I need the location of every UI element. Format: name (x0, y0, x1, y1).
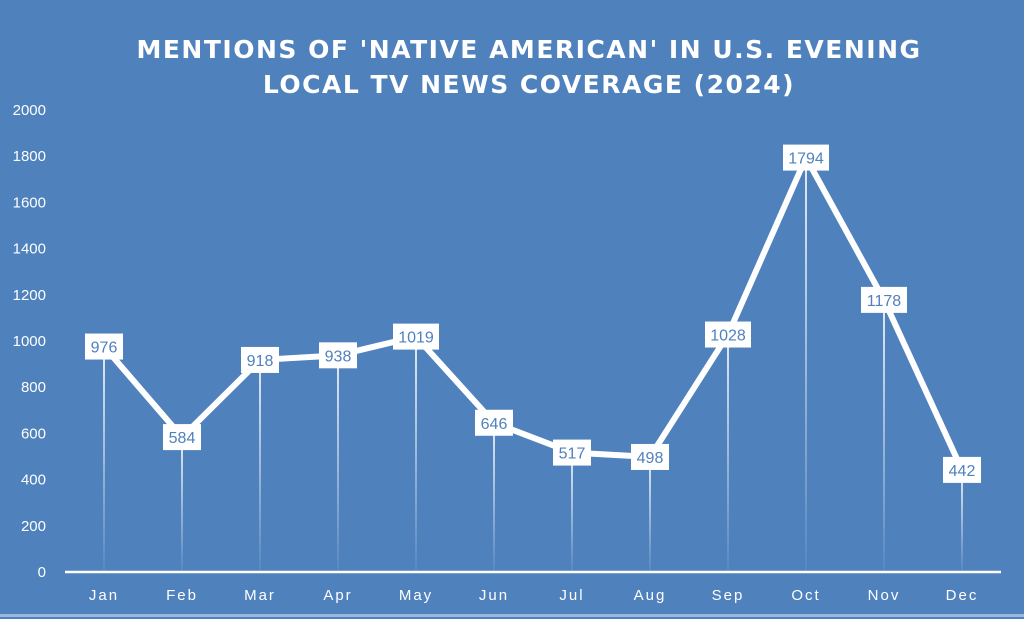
data-label: 498 (637, 450, 664, 467)
data-label: 918 (247, 353, 274, 370)
x-tick-label: Mar (244, 587, 276, 604)
y-tick-label: 2000 (13, 102, 46, 119)
y-tick-label: 800 (21, 379, 46, 396)
drop-line (649, 456, 651, 572)
data-label: 1178 (867, 293, 902, 310)
x-tick-label: Sep (712, 587, 745, 604)
drop-line (259, 359, 261, 572)
data-label: 1019 (398, 330, 434, 347)
series-line (101, 154, 965, 472)
data-label: 517 (559, 446, 586, 463)
chart-title-line: MENTIONS OF 'NATIVE AMERICAN' IN U.S. EV… (136, 35, 922, 64)
data-label-box (163, 424, 201, 451)
y-tick-label: 400 (21, 472, 46, 489)
y-tick-label: 1200 (13, 287, 46, 304)
drop-line (493, 422, 495, 572)
chart-title: MENTIONS OF 'NATIVE AMERICAN' IN U.S. EV… (0, 32, 1024, 102)
y-tick-label: 0 (38, 564, 46, 581)
drop-line (181, 437, 183, 572)
x-tick-label: Aug (634, 587, 667, 604)
data-label: 442 (949, 463, 976, 480)
drop-line (961, 469, 963, 572)
data-label-box (861, 286, 907, 313)
data-label: 646 (481, 416, 508, 433)
y-tick-label: 1600 (13, 194, 46, 211)
data-label: 976 (91, 340, 118, 357)
x-tick-label: May (399, 587, 433, 604)
data-label-box (705, 321, 751, 348)
chart-title-line: LOCAL TV NEWS COVERAGE (2024) (262, 70, 796, 99)
data-label-box (783, 144, 829, 171)
x-tick-label: Nov (868, 587, 901, 604)
data-label: 1794 (788, 151, 824, 168)
drop-line (337, 355, 339, 572)
y-tick-label: 1800 (13, 148, 46, 165)
data-label-box (319, 342, 357, 369)
y-tick-label: 1400 (13, 241, 46, 258)
drop-line (883, 299, 885, 572)
bottom-border (0, 614, 1024, 617)
data-label: 1028 (710, 328, 746, 345)
x-tick-label: Jul (559, 587, 584, 604)
y-tick-label: 200 (21, 518, 46, 535)
x-tick-label: Oct (791, 587, 820, 604)
drop-line (727, 334, 729, 572)
data-label-box (553, 439, 591, 466)
x-tick-label: Feb (166, 587, 198, 604)
data-label: 584 (169, 430, 196, 447)
data-label-box (85, 333, 123, 360)
x-tick-label: Jun (479, 587, 509, 604)
data-label-box (393, 323, 439, 350)
y-tick-label: 600 (21, 425, 46, 442)
data-label-box (475, 409, 513, 436)
drop-line (571, 452, 573, 572)
x-tick-label: Dec (946, 587, 979, 604)
drop-line (805, 157, 807, 572)
drop-line (103, 346, 105, 572)
x-tick-label: Jan (89, 587, 119, 604)
data-label-box (943, 456, 981, 483)
y-tick-label: 1000 (13, 333, 46, 350)
data-label-box (241, 346, 279, 373)
data-label-box (631, 443, 669, 470)
drop-line (415, 336, 417, 572)
x-tick-label: Apr (323, 587, 352, 604)
data-label: 938 (325, 348, 352, 365)
